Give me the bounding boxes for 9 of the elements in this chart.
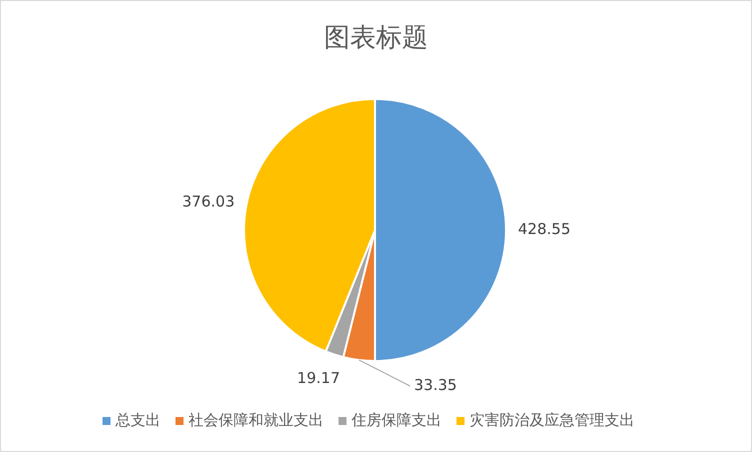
data-label: 19.17 bbox=[297, 369, 340, 388]
legend-label: 住房保障支出 bbox=[350, 411, 442, 430]
legend-label: 灾害防治及应急管理支出 bbox=[470, 411, 634, 430]
chart-title: 图表标题 bbox=[324, 23, 428, 53]
data-label: 376.03 bbox=[182, 192, 235, 211]
data-label: 33.35 bbox=[414, 376, 457, 394]
data-label: 428.55 bbox=[518, 220, 570, 238]
legend-label: 社会保障和就业支出 bbox=[188, 411, 324, 430]
legend-label: 总支出 bbox=[114, 411, 160, 430]
